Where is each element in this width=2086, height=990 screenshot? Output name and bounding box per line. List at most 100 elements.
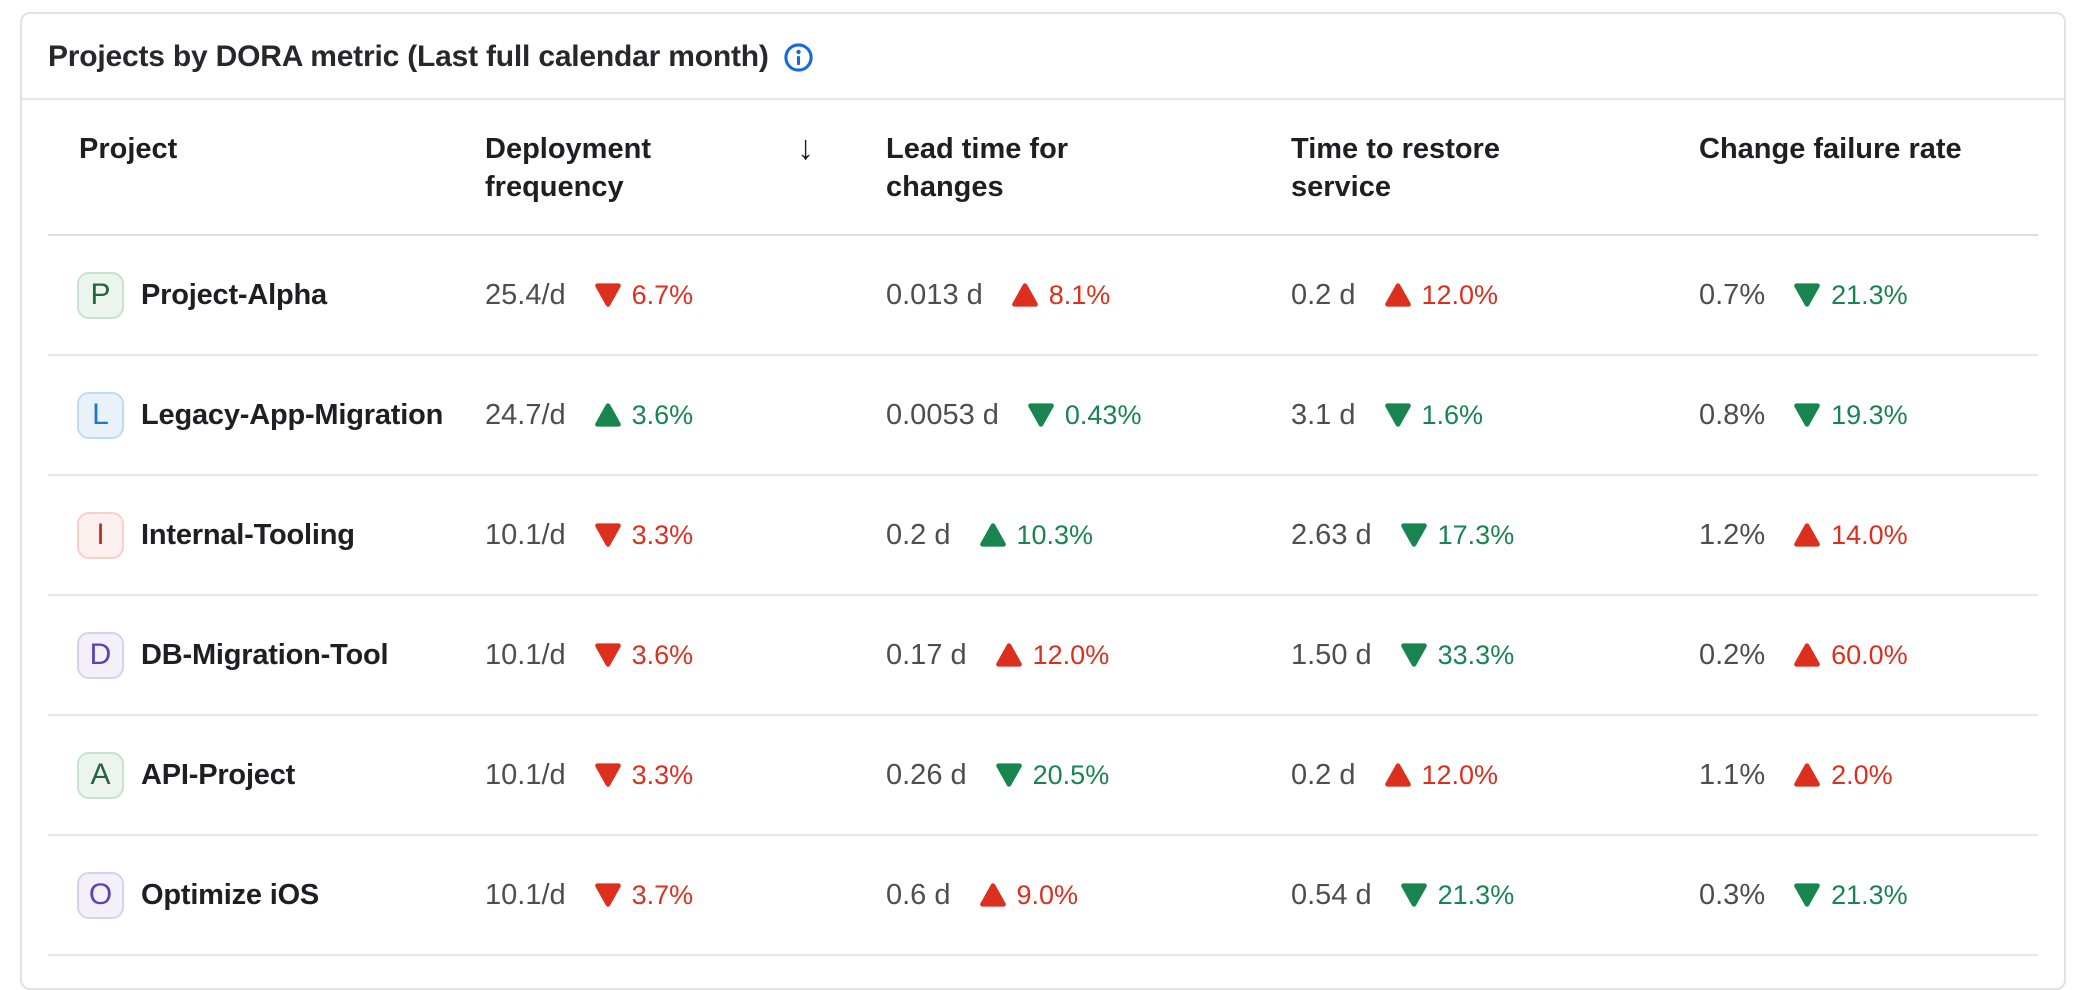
metric-cell: 0.013 d 8.1% [886, 279, 1291, 312]
project-name[interactable]: Optimize iOS [141, 878, 320, 911]
trend: 8.1% [1011, 280, 1110, 311]
trend-down-icon [1400, 642, 1428, 668]
trend: 14.0% [1793, 520, 1908, 551]
project-cell: L Legacy-App-Migration [48, 391, 485, 439]
metric-cell: 0.3% 21.3% [1699, 879, 2038, 912]
metric-cell: 0.26 d 20.5% [886, 759, 1291, 792]
trend-percentage: 21.3% [1437, 879, 1515, 910]
column-header-change-failure-rate[interactable]: Change failure rate [1699, 130, 2038, 206]
trend-percentage: 33.3% [1437, 639, 1515, 670]
trend-percentage: 3.3% [631, 519, 694, 550]
project-avatar: A [77, 751, 124, 799]
trend-percentage: 12.0% [1421, 759, 1499, 790]
table-row: P Project-Alpha 25.4/d 6.7% 0.013 d 8.1%… [48, 236, 2038, 356]
trend: 21.3% [1793, 280, 1908, 311]
dora-table: Project Deployment frequency ↓ Lead time… [48, 100, 2038, 988]
table-row: I Internal-Tooling 10.1/d 3.3% 0.2 d 10.… [48, 476, 2038, 596]
card-title: Projects by DORA metric (Last full calen… [48, 40, 769, 73]
metric-cell: 10.1/d 3.3% [485, 519, 886, 552]
metric-cell: 1.50 d 33.3% [1291, 639, 1699, 672]
trend: 10.3% [979, 519, 1094, 551]
trend-percentage: 60.0% [1831, 639, 1908, 670]
column-header-lead-time[interactable]: Lead time for changes [886, 130, 1291, 206]
metric-cell: 0.54 d 21.3% [1291, 879, 1699, 912]
metric-cell: 0.6 d 9.0% [886, 879, 1291, 912]
project-avatar: I [77, 511, 124, 559]
trend-down-icon [1400, 522, 1428, 548]
trend: 17.3% [1400, 520, 1514, 551]
trend-percentage: 9.0% [1016, 879, 1079, 910]
column-header-label: Project [79, 133, 178, 165]
trend: 33.3% [1400, 639, 1515, 671]
trend: 0.43% [1027, 399, 1142, 431]
metric-value: 0.2 d [1291, 758, 1356, 791]
project-cell: I Internal-Tooling [48, 511, 485, 559]
metric-cell: 0.2 d 10.3% [886, 519, 1291, 552]
trend-down-icon [594, 642, 622, 668]
table-row: D DB-Migration-Tool 10.1/d 3.6% 0.17 d 1… [48, 596, 2038, 716]
sort-descending-icon[interactable]: ↓ [797, 129, 814, 167]
column-header-deployment-frequency[interactable]: Deployment frequency ↓ [485, 130, 886, 206]
trend-percentage: 21.3% [1831, 279, 1908, 310]
trend-percentage: 6.7% [631, 279, 694, 310]
metric-value: 25.4/d [485, 278, 566, 311]
trend-down-icon [1384, 402, 1412, 428]
metric-value: 2.63 d [1291, 518, 1372, 551]
table-body: P Project-Alpha 25.4/d 6.7% 0.013 d 8.1%… [48, 236, 2038, 956]
trend-up-icon [1384, 282, 1412, 308]
trend: 12.0% [995, 640, 1109, 671]
trend: 60.0% [1793, 640, 1908, 671]
metric-cell: 25.4/d 6.7% [485, 279, 886, 312]
project-cell: A API-Project [48, 751, 485, 799]
column-header-label: Time to restore service [1291, 133, 1500, 203]
trend: 21.3% [1793, 880, 1908, 911]
metric-value: 10.1/d [485, 638, 566, 671]
table-row: A API-Project 10.1/d 3.3% 0.26 d 20.5% 0… [48, 716, 2038, 836]
trend-percentage: 20.5% [1032, 759, 1110, 790]
project-name[interactable]: DB-Migration-Tool [141, 638, 389, 671]
trend-percentage: 0.43% [1064, 399, 1142, 430]
metric-cell: 0.8% 19.3% [1699, 399, 2038, 432]
trend-down-icon [1027, 402, 1055, 428]
trend-percentage: 10.3% [1016, 519, 1094, 550]
project-avatar: D [77, 631, 124, 679]
trend: 12.0% [1384, 759, 1499, 791]
trend-percentage: 14.0% [1831, 519, 1908, 550]
column-header-time-to-restore[interactable]: Time to restore service [1291, 130, 1699, 206]
trend-percentage: 2.0% [1831, 759, 1893, 790]
metric-cell: 0.0053 d 0.43% [886, 399, 1291, 432]
trend-up-icon [979, 522, 1007, 548]
trend-up-icon [979, 882, 1007, 908]
project-avatar: L [77, 391, 124, 439]
metric-value: 0.2% [1699, 638, 1766, 671]
project-name[interactable]: Project-Alpha [141, 278, 327, 311]
metric-value: 24.7/d [485, 398, 566, 431]
project-name[interactable]: Internal-Tooling [141, 518, 355, 551]
metric-value: 0.6 d [886, 878, 951, 911]
project-name[interactable]: API-Project [141, 758, 296, 791]
metric-cell: 10.1/d 3.7% [485, 879, 886, 912]
project-name[interactable]: Legacy-App-Migration [141, 398, 444, 431]
trend-up-icon [594, 402, 622, 428]
metric-value: 0.7% [1699, 278, 1766, 311]
trend: 3.7% [594, 879, 694, 911]
info-icon[interactable] [783, 42, 814, 73]
trend: 3.6% [594, 640, 693, 671]
trend-up-icon [1793, 642, 1821, 668]
project-cell: D DB-Migration-Tool [48, 631, 485, 679]
trend-up-icon [1793, 522, 1821, 548]
trend-down-icon [1793, 882, 1821, 908]
metric-value: 1.2% [1699, 518, 1766, 551]
metric-value: 0.0053 d [886, 398, 999, 431]
metric-value: 0.013 d [886, 278, 983, 311]
column-header-project[interactable]: Project [48, 130, 485, 206]
trend-down-icon [594, 522, 622, 548]
trend-percentage: 3.3% [631, 759, 694, 790]
column-header-label: Lead time for changes [886, 133, 1069, 203]
metric-value: 0.2 d [886, 518, 951, 551]
trend-down-icon [1793, 282, 1821, 308]
trend-percentage: 19.3% [1831, 399, 1908, 430]
trend-up-icon [1793, 762, 1821, 788]
trend-percentage: 3.7% [631, 879, 694, 910]
column-header-label: Change failure rate [1699, 133, 1962, 165]
